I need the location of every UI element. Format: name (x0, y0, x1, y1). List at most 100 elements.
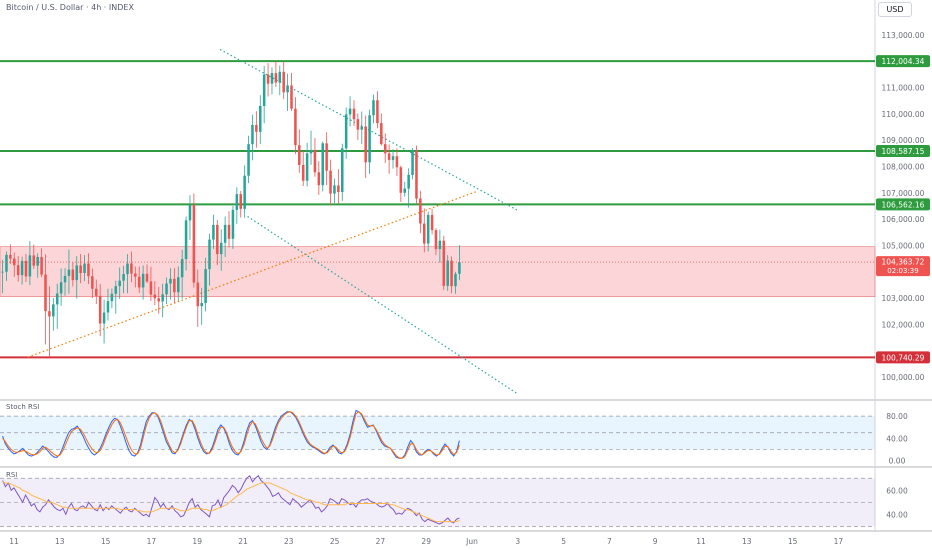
candle (419, 190, 422, 234)
candle-body (204, 269, 207, 303)
price-tick-label: 100,000.00 (882, 373, 925, 382)
time-axis[interactable]: 11 13 15 17 19 21 23 25 27 29 Jun 3 5 7 9 11 13 15 17 (9, 537, 843, 546)
candle-body (87, 263, 90, 277)
candle (227, 211, 231, 248)
candle (87, 253, 90, 285)
candle-body (188, 204, 192, 221)
candle (391, 149, 395, 169)
price-tick-label: 103,000.00 (882, 294, 925, 303)
trendline (247, 215, 519, 395)
candle (274, 61, 278, 88)
candle (114, 280, 118, 314)
candle (301, 151, 305, 186)
candle (94, 279, 98, 305)
candle-body (258, 106, 262, 132)
candle-body (20, 260, 24, 276)
candle (364, 115, 367, 179)
price-tick-label: 106,000.00 (882, 215, 925, 224)
indicator-line (2, 411, 460, 459)
candle-body (169, 278, 172, 284)
candle-body (153, 294, 157, 299)
candle (32, 244, 36, 269)
candle-body (301, 164, 305, 181)
candle-body (419, 198, 422, 224)
candle-body (141, 273, 145, 288)
level-price-tag (876, 351, 930, 364)
stoch-rsi-panel[interactable] (0, 409, 875, 459)
candle-body (352, 108, 356, 120)
candle-body (67, 269, 71, 276)
candle-body (134, 273, 137, 277)
time-tick-label: 25 (330, 537, 340, 546)
price-panel[interactable] (0, 0, 932, 532)
candle-body (24, 260, 28, 277)
candle (130, 251, 133, 283)
time-tick-label: 5 (561, 537, 566, 546)
stoch-tick-label: 80.00 (886, 412, 908, 421)
candle (255, 111, 258, 148)
candle-body (325, 143, 328, 171)
rsi-panel[interactable] (0, 475, 875, 527)
candle-body (239, 194, 243, 209)
candle (372, 94, 375, 124)
candle-body (40, 256, 43, 275)
candle-body (415, 150, 418, 199)
candle (184, 216, 188, 271)
rsi-tick-label: 60.00 (886, 486, 908, 495)
candle-body (305, 153, 309, 181)
rsi-label: RSI (6, 471, 18, 479)
candle (446, 255, 449, 291)
candle (223, 216, 227, 257)
candle-body (216, 224, 219, 255)
candle (110, 288, 114, 309)
candle (325, 132, 328, 186)
candle (16, 255, 20, 282)
candle-body (145, 273, 149, 282)
candle (79, 254, 82, 284)
candle-body (360, 126, 364, 130)
candle (231, 205, 235, 249)
candle (188, 195, 192, 240)
candle (442, 235, 446, 290)
candle (28, 241, 32, 286)
candle-body (110, 293, 114, 302)
candle-body (79, 265, 82, 274)
candle (438, 229, 442, 263)
candle (102, 299, 106, 344)
candle (169, 268, 172, 300)
candle-body (48, 311, 51, 317)
candle (5, 251, 8, 281)
candle (368, 109, 371, 174)
stoch-tick-label: 40.00 (886, 434, 908, 443)
candle (200, 287, 203, 325)
candle-body (399, 167, 403, 193)
price-axis[interactable]: 112,004.34 108,587.15 106,562.16 100,740.29… (876, 31, 930, 519)
candle (411, 148, 414, 180)
candle (262, 66, 266, 124)
candle (422, 208, 426, 253)
candle (337, 169, 340, 204)
level-price-label: 106,562.16 (882, 200, 925, 209)
candle (360, 111, 364, 144)
candle (216, 219, 219, 266)
candle-body (403, 188, 407, 193)
bar-countdown-label: 02:03:39 (887, 267, 918, 275)
time-tick-label: 9 (653, 537, 658, 546)
candle-body (130, 263, 133, 274)
candle (278, 65, 282, 96)
candle (83, 255, 86, 282)
candle (20, 256, 24, 285)
candle (309, 130, 313, 165)
currency-button[interactable]: USD (878, 2, 912, 17)
candle-body (372, 100, 375, 116)
candle (329, 159, 332, 206)
candle-body (231, 209, 235, 239)
candle-body (282, 71, 285, 93)
time-tick-label: 21 (238, 537, 248, 546)
candle-body (63, 275, 67, 283)
candle (173, 268, 176, 304)
candle (134, 266, 137, 288)
candle (247, 135, 250, 184)
price-tick-label: 102,000.00 (882, 320, 925, 329)
